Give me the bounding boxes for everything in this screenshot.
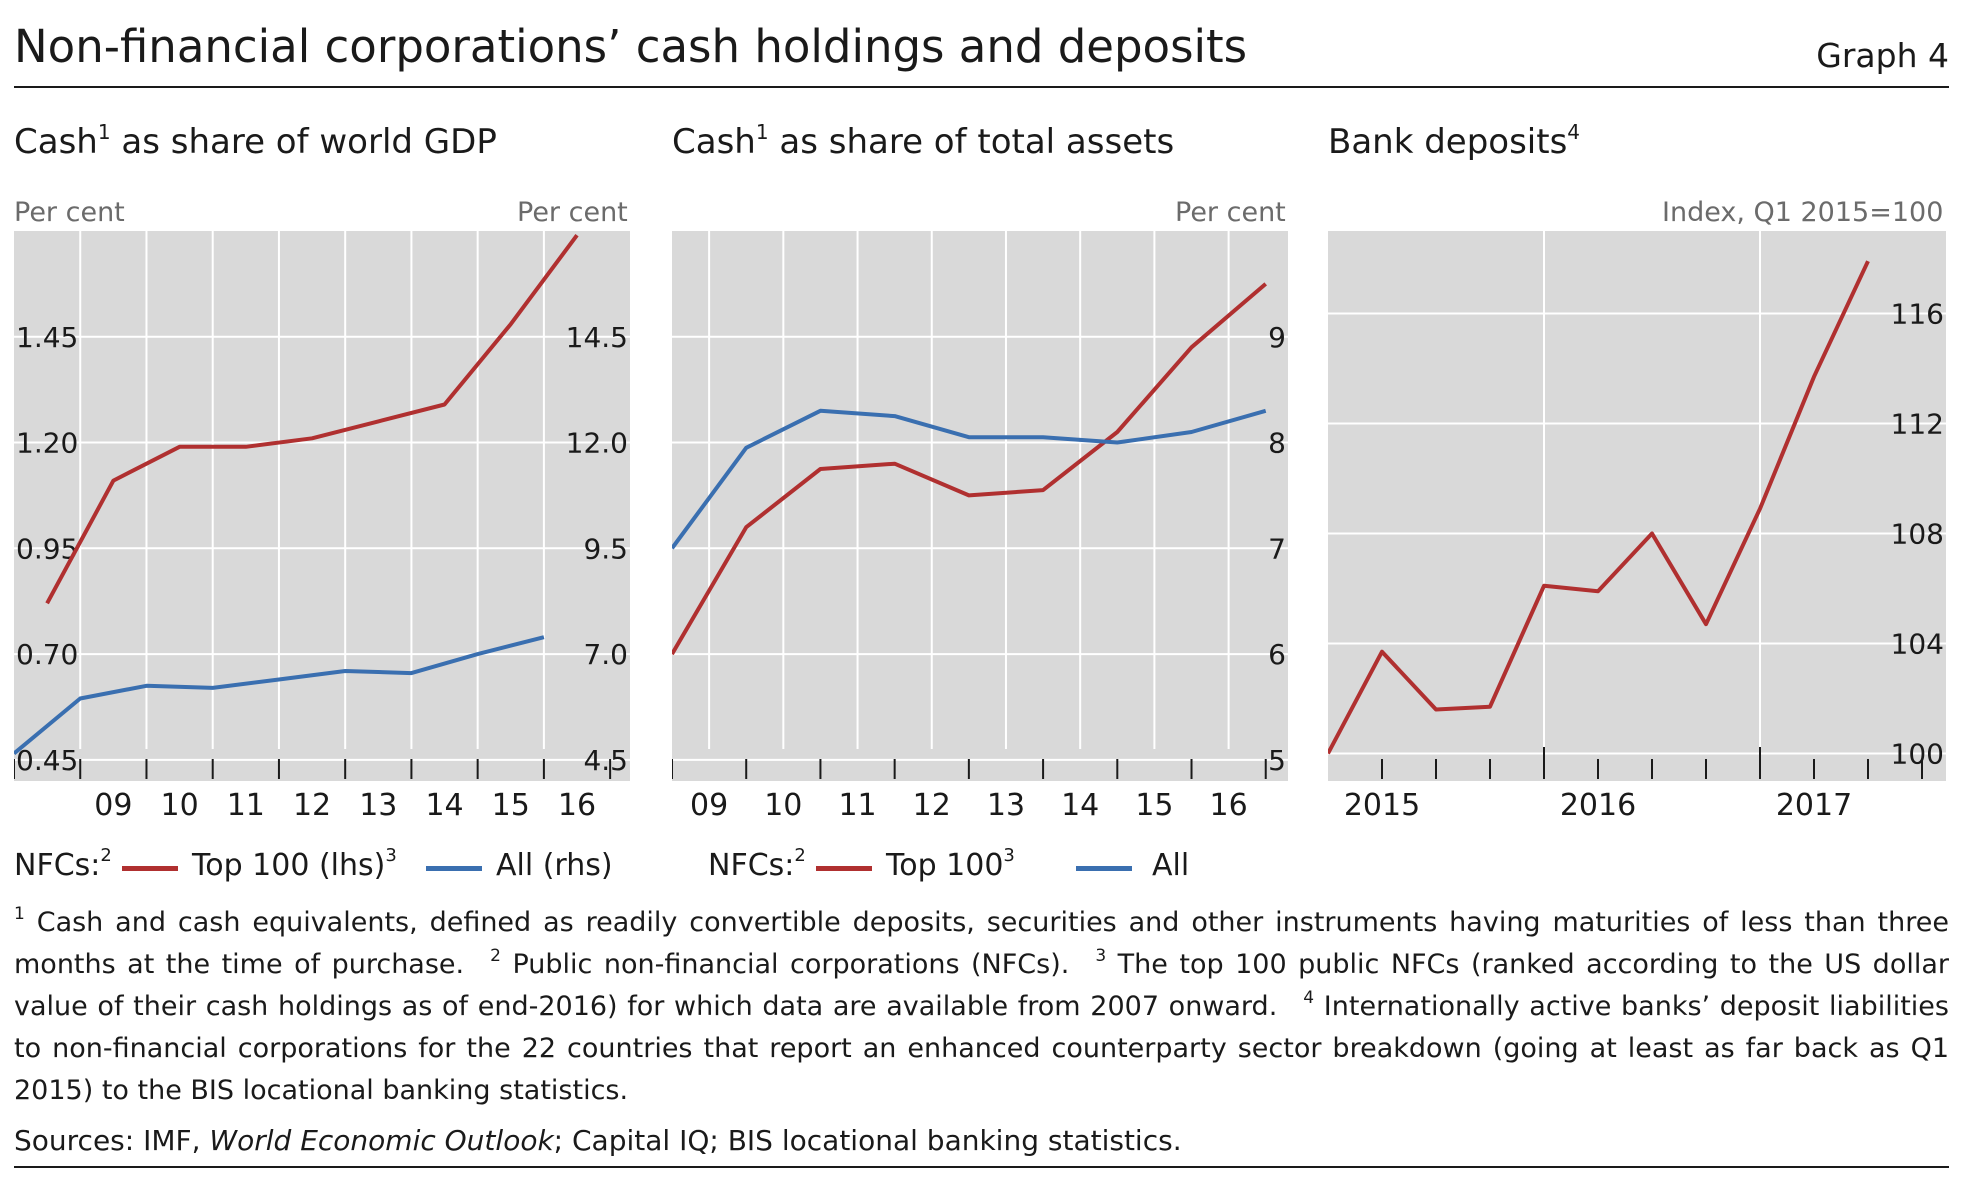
- panel1-ytick-left: 0.95: [16, 532, 78, 565]
- panel3-chart: 100 104 108 112 116: [1328, 231, 1946, 781]
- top-rule: [14, 86, 1949, 88]
- panel3-title: Bank deposits4: [1328, 120, 1581, 162]
- legend1-all-swatch: [426, 866, 482, 871]
- panel3-ytick-right: 116: [1891, 298, 1944, 331]
- panel1-xlabel: 14: [425, 788, 464, 823]
- panel2-xlabel: 09: [690, 788, 729, 823]
- panel3-xlabel: 2017: [1775, 788, 1853, 823]
- panel3-plot-area: [1328, 231, 1946, 781]
- legend2-top100-swatch: [816, 866, 872, 871]
- footnote-1: Cash and cash equivalents, defined as re…: [14, 907, 1949, 980]
- panel3-xlabel: 2015: [1343, 788, 1421, 823]
- legend2-all-swatch: [1076, 866, 1132, 871]
- panel2-xlabel: 12: [912, 788, 951, 823]
- panel2-xlabel: 11: [838, 788, 877, 823]
- panel1-ytick-right: 9.5: [583, 532, 628, 565]
- panel1-legend: NFCs:2 Top 100 (lhs)3 All (rhs): [14, 845, 634, 888]
- panel1-xlabel: 10: [160, 788, 199, 823]
- panel1-unit-right: Per cent: [517, 197, 628, 228]
- panel1-ytick-right: 12.0: [566, 427, 628, 460]
- panel2-series-top100: [672, 282, 1267, 656]
- panel3-unit-right: Index, Q1 2015=100: [1662, 197, 1944, 228]
- panel1-xlabel: 16: [557, 788, 597, 823]
- panel2-ytick-right: 5: [1268, 744, 1286, 777]
- legend1-all-label: All (rhs): [496, 848, 613, 883]
- panel1-title: Cash1 as share of world GDP: [14, 120, 497, 162]
- panel2-chart: 5 6 7 8 9: [672, 231, 1288, 781]
- footnote-2: Public non-financial corporations (NFCs)…: [512, 949, 1070, 980]
- footnote-4: Internationally active banks’ deposit li…: [14, 991, 1949, 1106]
- legend2-top100-label: Top 1003: [886, 845, 1015, 884]
- panel2-ytick-right: 9: [1268, 321, 1286, 354]
- legend1-prefix: NFCs:2: [14, 845, 112, 884]
- legend1-top100-swatch: [122, 866, 178, 871]
- panel1-ytick-right: 14.5: [566, 321, 628, 354]
- panel3-series-deposits: [1328, 260, 1870, 755]
- legend2-all-label: All: [1152, 848, 1190, 883]
- panel1-plot-area: [14, 231, 630, 781]
- panel1-series-top100: [45, 234, 579, 605]
- panel1-ytick-right: 4.5: [583, 744, 628, 777]
- panel1-ytick-left: 1.45: [16, 321, 78, 354]
- panel1-xlabel: 11: [226, 788, 265, 823]
- panel2-xlabel: 15: [1135, 788, 1174, 823]
- panel2-series-all: [672, 408, 1267, 550]
- panel1-chart: 0.45 4.5 0.70 7.0 0.95 9.5 1.20 12.0 1.45 14.5: [14, 231, 630, 781]
- panel2-ytick-right: 6: [1268, 638, 1286, 671]
- legend1-top100-label: Top 100 (lhs)3: [192, 845, 397, 884]
- panel3-xlabel: 2016: [1559, 788, 1637, 823]
- panel3-ytick-right: 112: [1891, 408, 1944, 441]
- panel1-xlabel: 09: [94, 788, 133, 823]
- panel1-unit-left: Per cent: [14, 197, 125, 228]
- panel2-legend: NFCs:2 Top 1003 All: [708, 845, 1308, 888]
- panel2-xlabel: 10: [764, 788, 803, 823]
- panel1-xlabel: 15: [491, 788, 530, 823]
- panel2-ytick-right: 8: [1268, 427, 1286, 460]
- panel3-ytick-right: 100: [1891, 738, 1944, 771]
- footnote-3: The top 100 public NFCs (ranked accordin…: [14, 949, 1949, 1022]
- panel1-ytick-right: 7.0: [583, 638, 628, 671]
- panel1-series-all: [14, 635, 545, 756]
- panel2-title: Cash1 as share of total assets: [672, 120, 1175, 162]
- panel2-xlabel: 14: [1061, 788, 1100, 823]
- panel2-xlabel: 16: [1209, 788, 1248, 823]
- sources: Sources: IMF, World Economic Outlook; Ca…: [14, 1124, 1182, 1157]
- panel2-unit-right: Per cent: [1175, 197, 1286, 228]
- panel1-xlabel: 13: [359, 788, 398, 823]
- panel2-plot-area: [672, 231, 1288, 781]
- bottom-rule: [14, 1166, 1949, 1168]
- graph-number: Graph 4: [1816, 36, 1949, 75]
- panel3-ytick-right: 108: [1891, 518, 1944, 551]
- panel1-ytick-left: 0.45: [16, 744, 78, 777]
- footnotes: 1 Cash and cash equivalents, defined as …: [14, 904, 1949, 1107]
- panel1-ytick-left: 0.70: [16, 638, 78, 671]
- panel1-xlabel: 12: [292, 788, 332, 823]
- panel1-ytick-left: 1.20: [16, 427, 78, 460]
- legend2-prefix: NFCs:2: [708, 845, 806, 884]
- panel3-ytick-right: 104: [1891, 628, 1944, 661]
- chart-title: Non-financial corporations’ cash holding…: [14, 20, 1248, 73]
- panel2-ytick-right: 7: [1268, 532, 1286, 565]
- panel2-xlabel: 13: [986, 788, 1026, 823]
